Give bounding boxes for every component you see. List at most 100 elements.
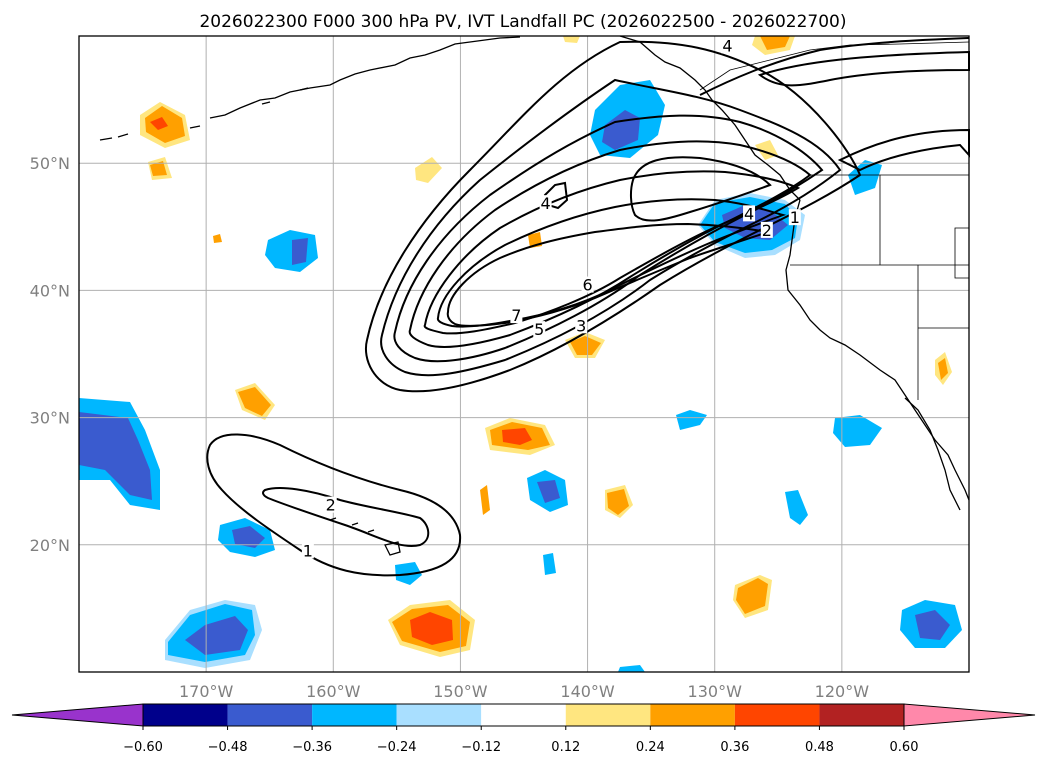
colorbar-tick-label: −0.48 [208,740,248,755]
contour-label: 2 [762,221,772,240]
pv-neg-anomaly [537,480,560,503]
contour-label-bg [575,317,588,334]
contour-5 [423,170,801,335]
pv-pos-anomaly [938,358,948,380]
contour-label: 4 [722,36,732,55]
colorbar-segment [819,704,904,726]
contour-label-bg [539,195,552,212]
colorbar-segment [143,704,228,726]
contour-4-ne [699,37,970,96]
colorbar-extend-low [11,703,144,727]
colorbar-segment [565,704,651,726]
latitude-tick-labels: 50°N 40°N 30°N 20°N [30,154,70,555]
colorbar-tick-label: 0.24 [636,740,665,755]
pv-pos-anomaly [607,489,629,515]
colorbar-tick-label: 0.36 [720,740,749,755]
colorbar-segment [312,704,397,726]
alaska-panhandle-coast [619,35,801,201]
state-borders [790,175,970,400]
colorbar-segment [734,704,820,726]
contour-label-bg [788,209,801,226]
pv-pos-anomaly [736,578,768,614]
map-frame [78,35,970,673]
contour-label-bg [721,37,734,54]
colorbar-tick-label: 0.60 [890,740,919,755]
pv-neg-anomaly [915,610,950,640]
colorbar-tick-label: −0.12 [461,740,501,755]
aleutian-islands [99,87,309,141]
contour-label: 1 [303,541,313,560]
contour-label-bg [533,321,546,338]
pv-shading [79,36,962,672]
colorbar-tick-label: −0.36 [292,740,332,755]
lon-tick-label: 170°W [179,682,234,701]
contour-2 [380,78,842,377]
longitude-tick-labels: 170°W 160°W 150°W 140°W 130°W 120°W [179,682,869,701]
contour-label-bg [581,276,594,293]
colorbar-segment [650,704,735,726]
pv-pos-anomaly [238,387,271,416]
pv-neg-anomaly [232,526,265,548]
lon-tick-label: 120°W [815,682,870,701]
contour-1-hawaii [206,433,462,577]
alaska-aleutian-coast [209,36,521,119]
pv-pos-anomaly [410,612,453,645]
colorbar-tick-label: 0.12 [551,740,580,755]
pv-pos-anomaly [563,36,580,43]
contour-label: 7 [511,306,521,325]
contour-4-inner [629,156,772,222]
hawaii-islands [329,517,401,556]
pv-neg-anomaly [292,238,308,265]
colorbar-segment [227,704,313,726]
colorbar-tick-label: −0.24 [377,740,417,755]
contour-label: 5 [534,320,544,339]
contour-ne-outer [757,50,970,87]
contour-label: 2 [326,496,336,515]
pv-pos-anomaly [213,234,222,243]
lat-tick-label: 20°N [30,536,70,555]
lon-tick-label: 130°W [688,682,743,701]
pv-pos-anomaly [480,485,490,515]
lat-tick-label: 30°N [30,409,70,428]
lon-tick-label: 160°W [306,682,361,701]
coastlines [99,35,970,556]
colorbar-tick-label: −0.60 [123,740,163,755]
pv-neg-anomaly [185,616,248,655]
colorbar: −0.60 −0.48 −0.36 −0.24 −0.12 0.12 0.24 0.36 0.4… [11,703,1036,755]
colorbar-extend-high [903,703,1036,727]
pv-neg-anomaly [833,415,882,447]
pv-pos-anomaly [502,428,532,445]
contour-label: 4 [541,194,551,213]
lat-tick-label: 50°N [30,154,70,173]
contour-label-bg [510,307,523,324]
pv-neg-anomaly [785,490,808,525]
bc-alaska-border [699,41,970,91]
pv-neg-anomaly [79,412,152,500]
colorbar-tick-label: 0.48 [805,740,834,755]
us-west-coast [785,199,970,501]
contour-7 [446,222,772,327]
contour-2-hawaii [262,487,430,547]
lon-tick-label: 150°W [433,682,488,701]
pv-neg-anomaly [676,410,707,430]
pv-pos-anomaly [150,117,168,130]
colorbar-segment [396,704,482,726]
contour-label-bg [760,221,773,238]
colorbar-segment [481,704,566,726]
contour-label: 4 [744,204,754,223]
contour-label: 1 [790,208,800,227]
pv-neg-anomaly [543,553,556,575]
contour-1 [364,40,862,393]
contour-label: 3 [576,316,586,335]
contour-label-bg [301,542,314,559]
contour-label: 6 [582,276,592,295]
pv-pos-anomaly [760,36,790,50]
pv-pos-anomaly [150,161,167,176]
contour-3 [393,114,824,363]
figure-title: 2026022300 F000 300 hPa PV, IVT Landfall… [199,12,846,32]
baja-coast [904,397,961,511]
contour-label-bg [324,496,337,513]
